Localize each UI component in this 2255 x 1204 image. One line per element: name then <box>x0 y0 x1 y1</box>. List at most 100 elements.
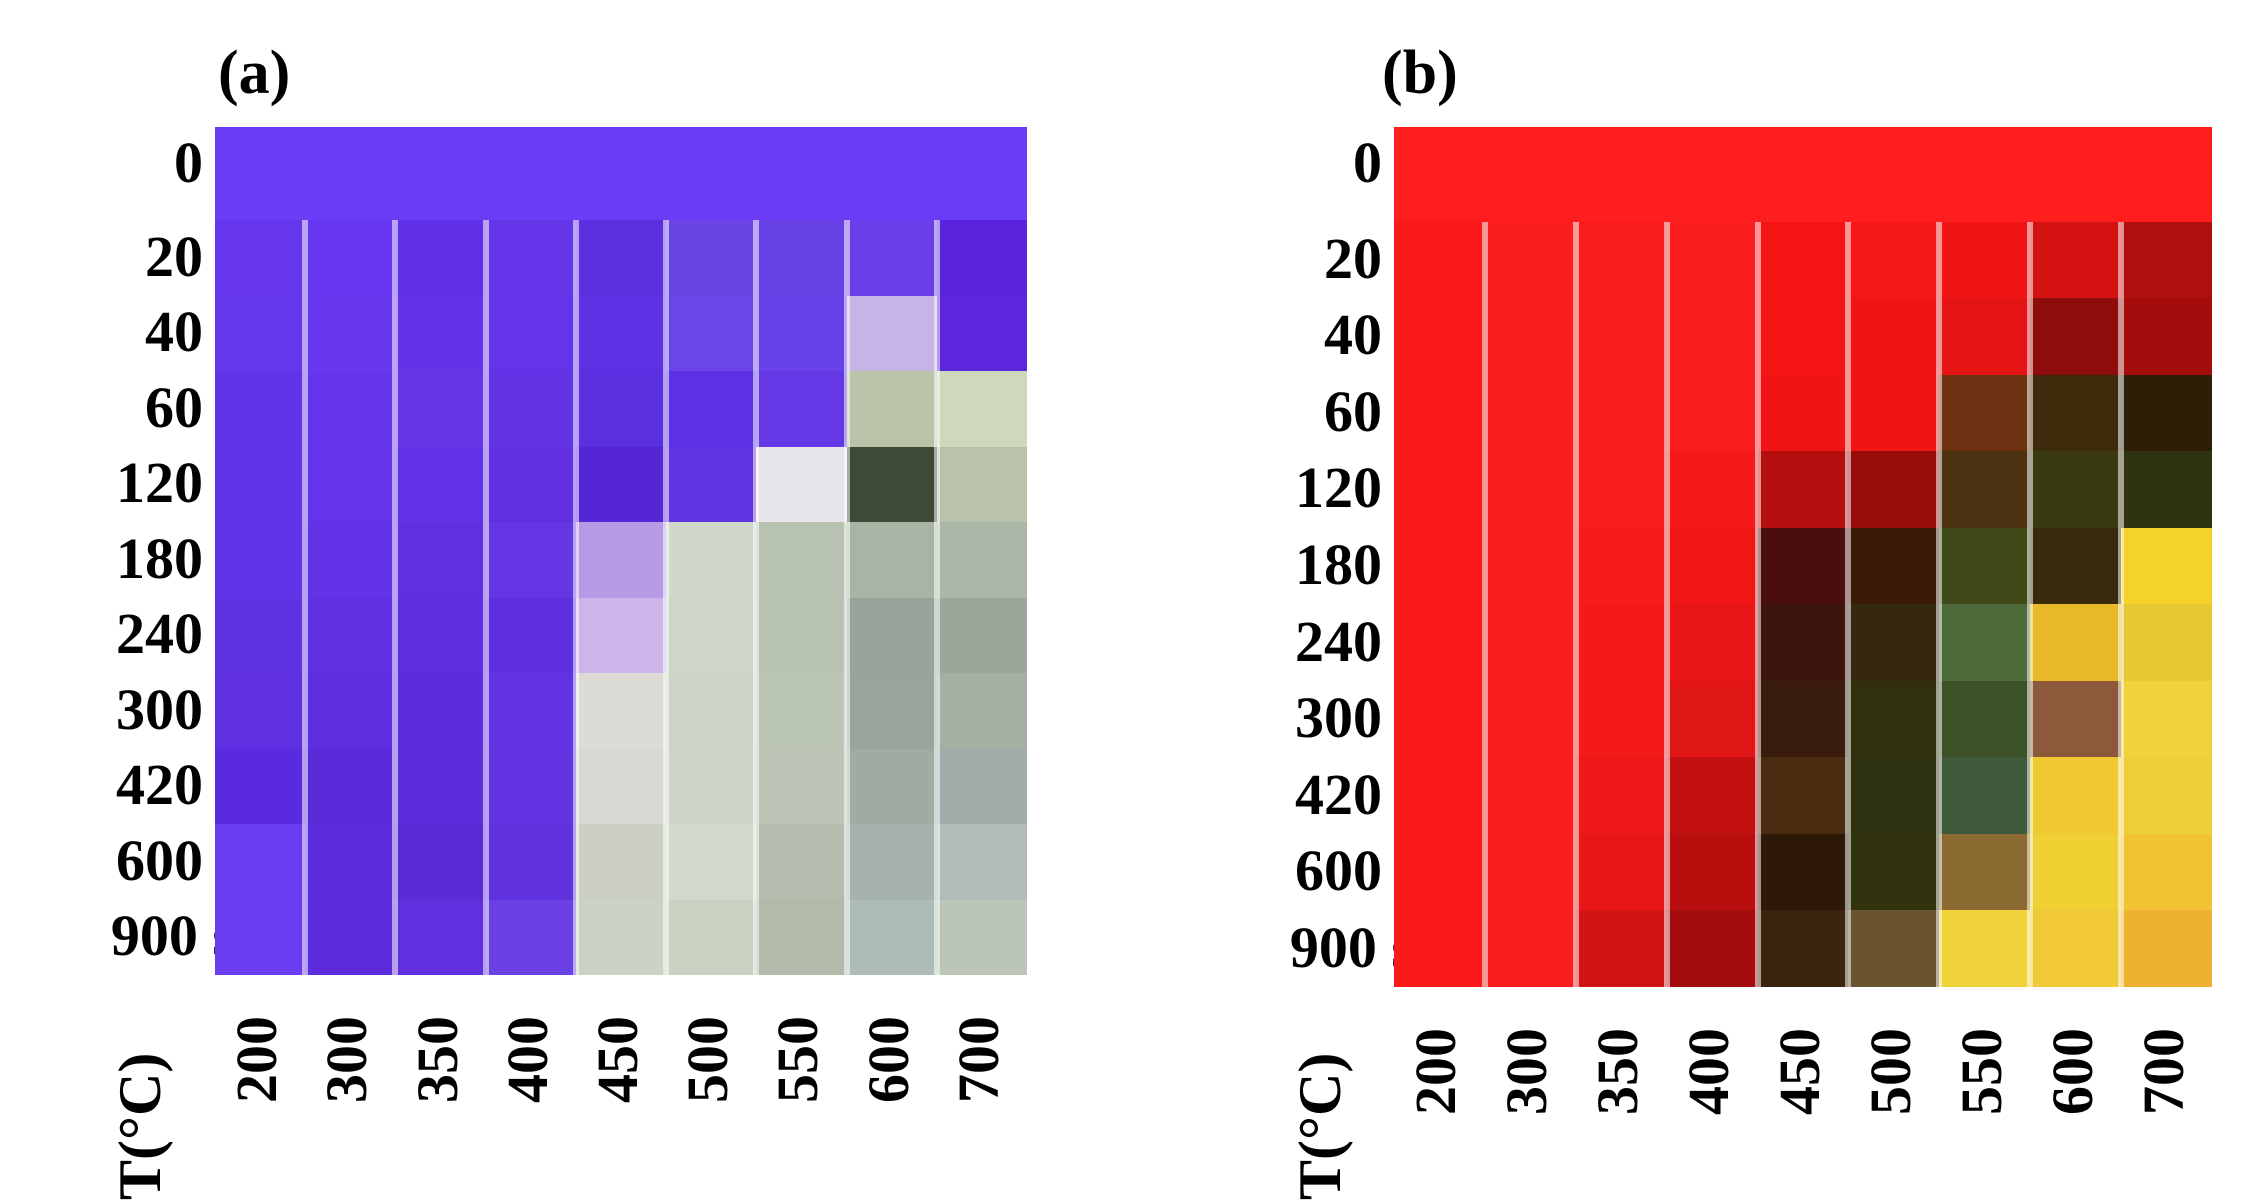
heatmap-cell <box>846 673 938 750</box>
strip-separator <box>1663 221 1670 987</box>
heatmap-cell <box>1484 910 1577 988</box>
x-tick-label: 600 <box>2039 1028 2105 1115</box>
heatmap-cell <box>2030 680 2122 758</box>
panel-label: (b) <box>1382 39 1458 107</box>
heatmap-cell <box>1666 298 1759 376</box>
heatmap-cell <box>1757 527 1849 605</box>
heatmap-cell <box>756 220 848 297</box>
x-tick-label: 350 <box>1585 1028 1651 1115</box>
y-tick-label: 20 <box>1324 225 1382 291</box>
heatmap-cell <box>2030 221 2122 299</box>
heatmap-cell <box>1484 527 1577 605</box>
heatmap-cell <box>575 220 667 297</box>
heatmap-cell <box>485 446 577 523</box>
heatmap-cell <box>756 446 848 523</box>
heatmap-cell <box>666 824 757 901</box>
strip-separator <box>482 220 489 975</box>
heatmap-cell <box>2121 374 2213 452</box>
heatmap-cell <box>305 220 396 297</box>
heatmap-cell <box>846 597 938 674</box>
heatmap-cell <box>1575 910 1668 988</box>
heatmap-cell <box>2030 298 2122 376</box>
heatmap-cell <box>2121 833 2213 911</box>
heatmap-cell <box>305 295 396 372</box>
x-tick-label: 200 <box>224 1016 290 1103</box>
heatmap-cell <box>936 446 1028 523</box>
heatmap-cell <box>215 673 306 750</box>
heatmap-cell <box>485 597 577 674</box>
heatmap-cell <box>575 597 667 674</box>
heatmap-cell <box>1757 833 1849 911</box>
heatmap-cell <box>1394 833 1486 911</box>
heatmap-cell <box>1848 527 1940 605</box>
heatmap-cell <box>215 522 306 599</box>
heatmap-cell <box>215 371 306 448</box>
heatmap-cell <box>1394 910 1486 988</box>
heatmap-cell <box>1666 221 1759 299</box>
heatmap-cell <box>936 295 1028 372</box>
heatmap-cell <box>2121 221 2213 299</box>
heatmap-cell <box>305 522 396 599</box>
heatmap-cell <box>215 824 306 901</box>
heatmap-cell <box>2121 527 2213 605</box>
y-tick-label: 40 <box>1324 302 1382 368</box>
heatmap-cell <box>1394 298 1486 376</box>
heatmap-cell <box>1848 221 1940 299</box>
strip-separator <box>572 220 579 975</box>
heatmap-cell <box>1939 298 2031 376</box>
heatmap-cell <box>575 295 667 372</box>
heatmap-cell <box>846 522 938 599</box>
heatmap-cell <box>575 899 667 976</box>
heatmap-cell <box>1575 374 1668 452</box>
heatmap-cell <box>575 748 667 825</box>
heatmap-cell <box>1939 910 2031 988</box>
y-tick-label: 0 <box>174 129 203 195</box>
y-tick-label: 600 <box>1295 838 1382 904</box>
heatmap-cell <box>1575 757 1668 835</box>
heatmap-cell <box>1666 910 1759 988</box>
heatmap-cell <box>575 673 667 750</box>
heatmap-cell <box>1757 680 1849 758</box>
heatmap-cell <box>215 127 1027 221</box>
heatmap-cell <box>756 748 848 825</box>
y-tick-label: 240 <box>116 601 203 667</box>
heatmap-cell <box>1484 451 1577 529</box>
heatmap-cell <box>756 899 848 976</box>
strip-separator <box>1572 221 1579 987</box>
heatmap-cell <box>1484 757 1577 835</box>
heatmap-cell <box>756 522 848 599</box>
y-tick-label: 600 <box>116 827 203 893</box>
heatmap-cell <box>846 446 938 523</box>
y-tick-label: 420 <box>116 752 203 818</box>
heatmap-cell <box>1394 451 1486 529</box>
heatmap-cell <box>1484 604 1577 682</box>
heatmap-cell <box>756 597 848 674</box>
x-tick-label: 450 <box>1767 1028 1832 1115</box>
heatmap-grid <box>215 127 1028 976</box>
heatmap-cell <box>846 824 938 901</box>
heatmap-cell <box>1394 604 1486 682</box>
heatmap-cell <box>575 522 667 599</box>
heatmap-cell <box>395 673 487 750</box>
heatmap-cell <box>305 673 396 750</box>
heatmap-cell <box>1666 757 1759 835</box>
heatmap-cell <box>666 522 757 599</box>
y-tick-label: 20 <box>145 224 203 290</box>
heatmap-cell <box>846 748 938 825</box>
heatmap-cell <box>395 371 487 448</box>
heatmap-cell <box>2121 910 2213 988</box>
heatmap-cell <box>1666 833 1759 911</box>
heatmap-cell <box>1939 833 2031 911</box>
heatmap-cell <box>666 220 757 297</box>
heatmap-cell <box>846 371 938 448</box>
heatmap-cell <box>485 371 577 448</box>
heatmap-cell <box>2030 527 2122 605</box>
heatmap-cell <box>1575 451 1668 529</box>
y-tick-label: 180 <box>1295 532 1382 598</box>
heatmap-cell <box>395 824 487 901</box>
y-tick-label: 420 <box>1295 761 1382 827</box>
heatmap-cell <box>1575 604 1668 682</box>
y-tick-label: 180 <box>116 525 203 591</box>
heatmap-cell <box>575 371 667 448</box>
